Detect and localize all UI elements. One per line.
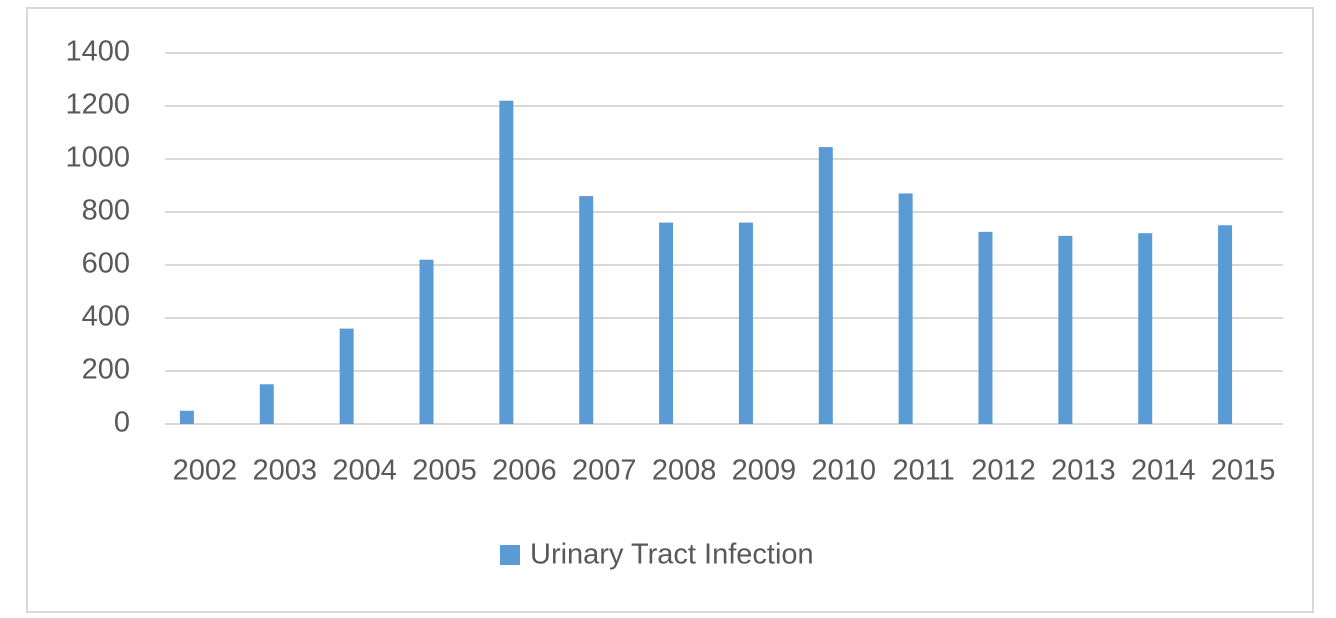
x-tick-label: 2013 xyxy=(1051,455,1116,487)
bar xyxy=(1218,225,1233,424)
bar xyxy=(898,193,913,424)
x-tick-label: 2015 xyxy=(1211,455,1276,487)
x-tick-label: 2012 xyxy=(971,455,1036,487)
bar xyxy=(579,196,594,424)
bar xyxy=(179,410,194,424)
x-tick-label: 2008 xyxy=(652,455,717,487)
y-tick-label: 600 xyxy=(82,248,130,280)
x-tick-label: 2007 xyxy=(572,455,637,487)
bar xyxy=(419,259,434,424)
bar xyxy=(259,384,274,424)
y-tick-label: 1400 xyxy=(65,36,130,68)
bar xyxy=(659,222,674,424)
x-tick-label: 2004 xyxy=(332,455,397,487)
x-tick-label: 2002 xyxy=(173,455,238,487)
bar xyxy=(499,100,514,424)
y-tick-label: 0 xyxy=(114,407,130,439)
x-tick-label: 2005 xyxy=(412,455,477,487)
x-tick-label: 2010 xyxy=(812,455,877,487)
y-tick-label: 1200 xyxy=(65,89,130,121)
bar xyxy=(978,231,993,424)
x-tick-label: 2014 xyxy=(1131,455,1196,487)
y-tick-label: 400 xyxy=(82,301,130,333)
legend-label: Urinary Tract Infection xyxy=(530,539,814,571)
x-tick-label: 2009 xyxy=(732,455,797,487)
y-tick-label: 800 xyxy=(82,195,130,227)
bar xyxy=(818,147,833,424)
y-tick-label: 200 xyxy=(82,354,130,386)
legend-swatch xyxy=(500,545,520,565)
x-tick-label: 2006 xyxy=(492,455,557,487)
x-tick-label: 2003 xyxy=(253,455,318,487)
bar xyxy=(738,222,753,424)
y-tick-label: 1000 xyxy=(65,142,130,174)
bar xyxy=(1138,233,1153,424)
x-tick-label: 2011 xyxy=(892,455,954,487)
bar xyxy=(1058,235,1073,424)
bar xyxy=(339,328,354,424)
